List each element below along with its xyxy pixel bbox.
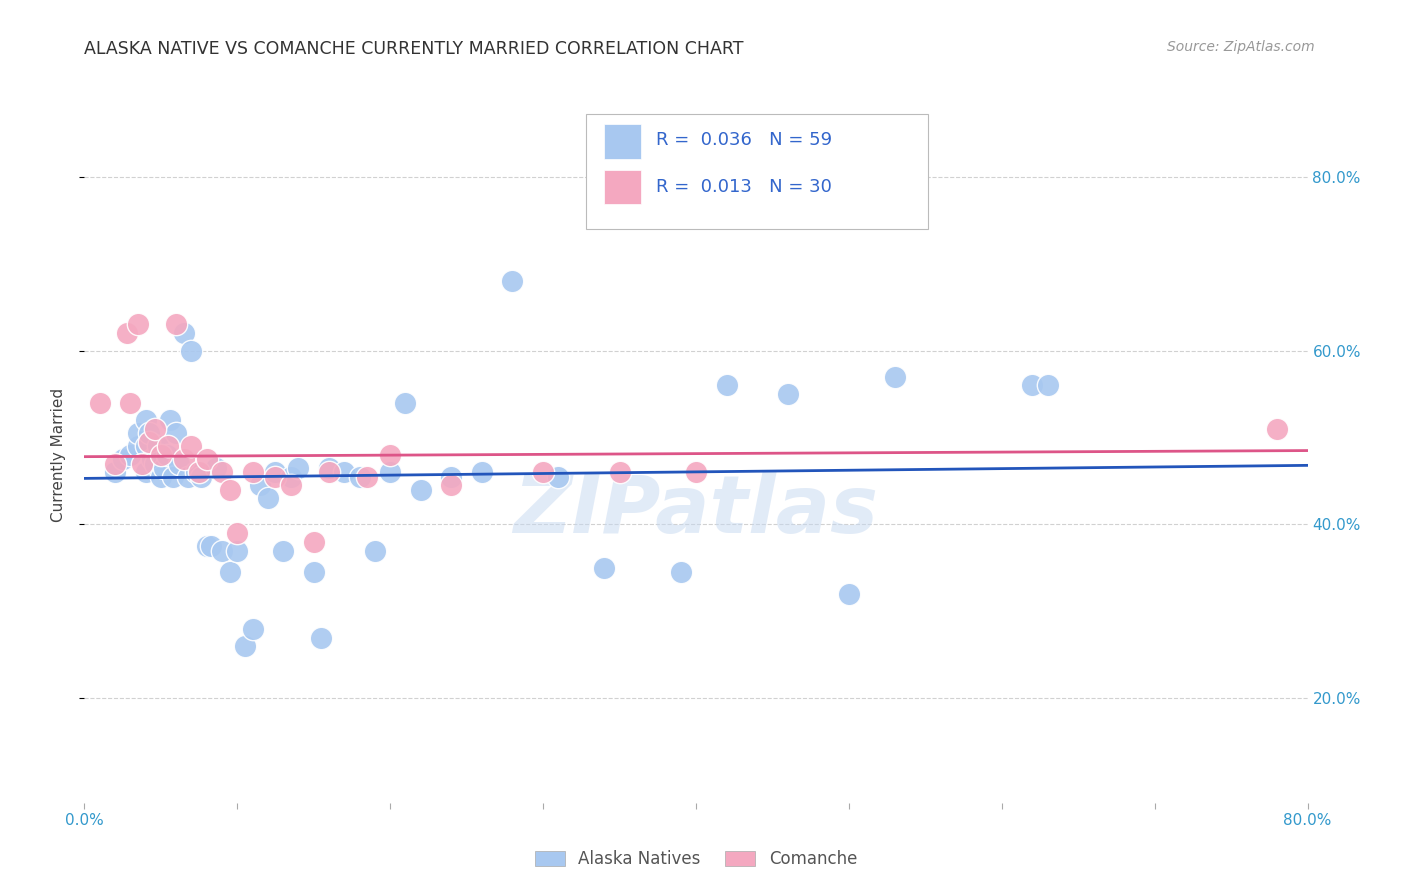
Point <box>271 543 294 558</box>
Point <box>302 534 325 549</box>
Legend: Alaska Natives, Comanche: Alaska Natives, Comanche <box>529 843 863 874</box>
Point <box>127 439 149 453</box>
Point <box>127 318 149 332</box>
Point <box>211 543 233 558</box>
Point <box>318 461 340 475</box>
Point <box>211 466 233 480</box>
Point <box>502 274 524 288</box>
Point <box>165 426 187 441</box>
Point <box>409 483 432 497</box>
Point <box>159 413 181 427</box>
Point <box>195 452 218 467</box>
Point <box>141 452 163 467</box>
Point <box>153 461 176 475</box>
Point <box>205 461 228 475</box>
Point <box>127 426 149 441</box>
Point <box>111 452 134 467</box>
Point <box>440 469 463 483</box>
Point <box>264 466 287 480</box>
Point <box>162 469 184 483</box>
Point <box>364 543 387 558</box>
Point <box>440 478 463 492</box>
Text: R =  0.013   N = 30: R = 0.013 N = 30 <box>655 178 831 196</box>
Point <box>280 478 302 492</box>
Point <box>146 439 169 453</box>
Point <box>135 439 157 453</box>
Point <box>1036 378 1059 392</box>
Point <box>218 566 240 580</box>
Point <box>195 539 218 553</box>
Point <box>180 343 202 358</box>
Point <box>311 631 333 645</box>
Point <box>593 561 616 575</box>
Point <box>531 466 554 480</box>
Y-axis label: Currently Married: Currently Married <box>51 388 66 522</box>
Point <box>200 539 222 553</box>
Point <box>131 457 153 471</box>
Point <box>180 439 202 453</box>
Text: ZIPatlas: ZIPatlas <box>513 472 879 549</box>
Point <box>547 469 569 483</box>
Point <box>883 369 905 384</box>
Point <box>120 448 142 462</box>
Point <box>242 466 264 480</box>
Point <box>685 466 707 480</box>
Point <box>1021 378 1043 392</box>
Point <box>380 448 402 462</box>
Point <box>280 469 302 483</box>
Point <box>318 466 340 480</box>
Point <box>287 461 309 475</box>
Point <box>115 326 138 341</box>
Point <box>135 413 157 427</box>
Point <box>233 639 256 653</box>
Text: R =  0.036   N = 59: R = 0.036 N = 59 <box>655 131 832 149</box>
Point <box>89 395 111 409</box>
Point <box>157 439 180 453</box>
Point <box>138 426 160 441</box>
Text: ALASKA NATIVE VS COMANCHE CURRENTLY MARRIED CORRELATION CHART: ALASKA NATIVE VS COMANCHE CURRENTLY MARR… <box>84 40 744 58</box>
Point <box>226 526 249 541</box>
Point <box>776 387 799 401</box>
Point <box>609 466 631 480</box>
Point <box>838 587 860 601</box>
Point <box>716 378 738 392</box>
Text: Source: ZipAtlas.com: Source: ZipAtlas.com <box>1167 40 1315 54</box>
Point <box>120 395 142 409</box>
Point <box>165 318 187 332</box>
Point <box>143 457 166 471</box>
Point <box>104 457 127 471</box>
Point <box>1265 422 1288 436</box>
Point <box>188 466 211 480</box>
Point <box>149 448 172 462</box>
Point <box>173 326 195 341</box>
Point <box>190 469 212 483</box>
Point <box>104 466 127 480</box>
Point <box>138 434 160 449</box>
Point <box>226 543 249 558</box>
Point <box>349 469 371 483</box>
FancyBboxPatch shape <box>605 169 641 204</box>
Point <box>471 466 494 480</box>
Point <box>356 469 378 483</box>
Point <box>669 566 692 580</box>
Point <box>394 395 416 409</box>
Point <box>173 452 195 467</box>
FancyBboxPatch shape <box>586 114 928 229</box>
Point <box>149 469 172 483</box>
Point <box>218 483 240 497</box>
Point <box>167 457 190 471</box>
Point <box>380 466 402 480</box>
Point <box>156 448 179 462</box>
Point <box>242 622 264 636</box>
Point <box>135 466 157 480</box>
Point <box>302 566 325 580</box>
Point <box>143 422 166 436</box>
Point <box>249 478 271 492</box>
Point <box>177 469 200 483</box>
Point <box>184 466 207 480</box>
Point <box>264 469 287 483</box>
Point <box>257 491 280 506</box>
Point <box>333 466 356 480</box>
FancyBboxPatch shape <box>605 124 641 159</box>
